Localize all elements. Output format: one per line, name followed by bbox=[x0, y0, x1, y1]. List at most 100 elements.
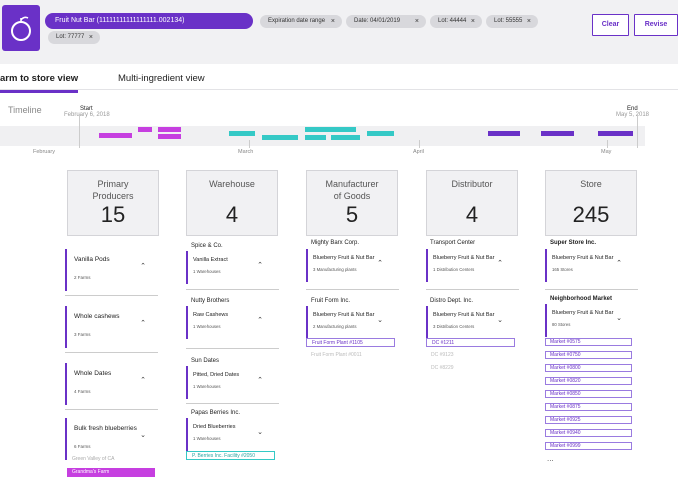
column-count: 245 bbox=[572, 202, 610, 227]
market-item[interactable]: Market #0875 bbox=[545, 403, 632, 411]
dc-item[interactable]: DC #9123 bbox=[431, 352, 454, 358]
column-header-warehouse: Warehouse 4 bbox=[186, 170, 278, 236]
timeline-segment[interactable] bbox=[138, 127, 152, 132]
store-card[interactable]: Blueberry Fruit & Nut Bar 165 Stores ⌃ bbox=[545, 249, 631, 282]
timeline-label: Timeline bbox=[8, 105, 42, 115]
timeline-segment[interactable] bbox=[158, 127, 181, 132]
warehouse-card[interactable]: Raw Cashews 1 Warehouses ⌃ bbox=[186, 306, 272, 339]
warehouse-group: Spice & Co. bbox=[191, 243, 223, 249]
store-card[interactable]: Blueberry Fruit & Nut Bar 80 Stores ⌄ bbox=[545, 304, 631, 337]
farm-item[interactable]: Green Valley of CA bbox=[72, 456, 115, 462]
chevron-down-icon[interactable]: ⌄ bbox=[257, 429, 263, 436]
timeline-start-marker bbox=[79, 114, 80, 148]
timeline-segment[interactable] bbox=[99, 133, 132, 138]
plant-item[interactable]: Fruit Form Plant #1105 bbox=[306, 338, 395, 347]
chevron-up-icon[interactable]: ⌃ bbox=[140, 263, 146, 270]
timeline-segment[interactable] bbox=[541, 131, 574, 136]
timeline-tick bbox=[607, 140, 608, 148]
market-item[interactable]: Market #0750 bbox=[545, 351, 632, 359]
close-icon[interactable]: × bbox=[414, 18, 419, 25]
market-item[interactable]: Market #0999 bbox=[545, 442, 632, 450]
chevron-up-icon[interactable]: ⌃ bbox=[257, 377, 263, 384]
market-item[interactable]: Market #0820 bbox=[545, 377, 632, 385]
store-group: Neighborhood Market bbox=[550, 296, 613, 302]
close-icon[interactable]: × bbox=[526, 18, 531, 25]
warehouse-group: Sun Dates bbox=[191, 358, 220, 364]
chevron-down-icon[interactable]: ⌄ bbox=[140, 432, 146, 439]
column-count: 4 bbox=[225, 202, 239, 227]
revise-button[interactable]: Revise bbox=[634, 14, 678, 36]
warehouse-card[interactable]: Pitted, Dried Dates 1 Warehouses ⌃ bbox=[186, 366, 272, 399]
producer-card-dates[interactable]: Whole Dates 4 Farms ⌃ bbox=[65, 363, 155, 405]
divider bbox=[186, 289, 279, 290]
chevron-down-icon[interactable]: ⌄ bbox=[377, 317, 383, 324]
column-header-store: Store 245 bbox=[545, 170, 637, 236]
filter-chip-date[interactable]: Date: 04/01/2019 × bbox=[346, 15, 426, 28]
tab-farm-to-store[interactable]: arm to store view bbox=[0, 73, 79, 93]
distributor-card[interactable]: Blueberry Fruit & Nut Bar 3 Distribution … bbox=[426, 306, 512, 339]
producer-card-cashews[interactable]: Whole cashews 3 Farms ⌃ bbox=[65, 306, 155, 348]
chevron-up-icon[interactable]: ⌃ bbox=[140, 377, 146, 384]
chevron-up-icon[interactable]: ⌃ bbox=[616, 260, 622, 267]
filter-chip-lot-77777[interactable]: Lot: 77777 × bbox=[48, 31, 100, 44]
timeline-segment[interactable] bbox=[305, 135, 326, 140]
timeline-segment[interactable] bbox=[331, 135, 360, 140]
column-header-manufacturer: Manufacturer of Goods 5 bbox=[306, 170, 398, 236]
filter-chip-lot-55555[interactable]: Lot: 55555 × bbox=[486, 15, 538, 28]
filter-chip-lot-44444[interactable]: Lot: 44444 × bbox=[430, 15, 482, 28]
clear-button[interactable]: Clear bbox=[592, 14, 629, 36]
dc-item[interactable]: DC #8229 bbox=[431, 365, 454, 371]
timeline-tick bbox=[249, 140, 250, 148]
timeline-segment[interactable] bbox=[488, 131, 520, 136]
divider bbox=[186, 403, 279, 404]
month-label: May bbox=[601, 149, 612, 155]
market-item[interactable]: Market #0800 bbox=[545, 364, 632, 372]
store-group: Super Store Inc. bbox=[550, 240, 597, 246]
tab-multi-ingredient[interactable]: Multi-ingredient view bbox=[118, 73, 205, 84]
column-header-producers: Primary Producers 15 bbox=[67, 170, 159, 236]
close-icon[interactable]: × bbox=[330, 18, 335, 25]
timeline-segment[interactable] bbox=[229, 131, 255, 136]
month-label: February bbox=[33, 149, 56, 155]
market-item[interactable]: Market #0850 bbox=[545, 390, 632, 398]
column-header-distributor: Distributor 4 bbox=[426, 170, 518, 236]
divider bbox=[545, 289, 638, 290]
chevron-up-icon[interactable]: ⌃ bbox=[377, 260, 383, 267]
market-item[interactable]: Market #0575 bbox=[545, 338, 632, 346]
chevron-up-icon[interactable]: ⌃ bbox=[257, 317, 263, 324]
chevron-down-icon[interactable]: ⌄ bbox=[497, 317, 503, 324]
close-icon[interactable]: × bbox=[470, 18, 475, 25]
timeline-segment[interactable] bbox=[305, 127, 356, 132]
product-chip[interactable]: Fruit Nut Bar (11111111111111111.002134) bbox=[45, 13, 253, 29]
manufacturer-card[interactable]: Blueberry Fruit & Nut Bar 3 Manufacturing… bbox=[306, 249, 392, 282]
market-item[interactable]: Market #0925 bbox=[545, 416, 632, 424]
timeline-segment[interactable] bbox=[367, 131, 394, 136]
facility-item[interactable]: P. Berries Inc. Facility #2050 bbox=[186, 451, 275, 460]
distributor-card[interactable]: Blueberry Fruit & Nut Bar 1 Distribution … bbox=[426, 249, 512, 282]
warehouse-card[interactable]: Vanilla Extract 1 Warehouses ⌃ bbox=[186, 251, 272, 284]
chevron-up-icon[interactable]: ⌃ bbox=[257, 262, 263, 269]
timeline-tick bbox=[419, 140, 420, 148]
plant-item[interactable]: Fruit Form Plant #0011 bbox=[311, 352, 362, 358]
chevron-up-icon[interactable]: ⌃ bbox=[497, 260, 503, 267]
more-indicator[interactable]: ... bbox=[547, 454, 554, 463]
producer-card-blueberries[interactable]: Bulk fresh blueberries 6 Farms ⌄ bbox=[65, 418, 155, 460]
farm-item-selected[interactable]: Grandma's Farm bbox=[67, 468, 155, 477]
manufacturer-card[interactable]: Blueberry Fruit & Nut Bar 2 Manufacturing… bbox=[306, 306, 392, 339]
timeline-segment[interactable] bbox=[598, 131, 633, 136]
timeline-start: Start February 6, 2018 bbox=[64, 106, 110, 118]
manufacturer-group: Fruit Form Inc. bbox=[311, 298, 351, 304]
dc-item[interactable]: DC #1211 bbox=[426, 338, 515, 347]
divider bbox=[65, 352, 158, 353]
close-icon[interactable]: × bbox=[88, 34, 93, 41]
divider bbox=[306, 289, 399, 290]
chevron-up-icon[interactable]: ⌃ bbox=[140, 320, 146, 327]
timeline-segment[interactable] bbox=[262, 135, 298, 140]
producer-card-vanilla[interactable]: Vanilla Pods 2 Farms ⌃ bbox=[65, 249, 155, 291]
timeline-segment[interactable] bbox=[158, 134, 181, 139]
chevron-down-icon[interactable]: ⌄ bbox=[616, 315, 622, 322]
filter-bar bbox=[0, 0, 678, 64]
warehouse-card[interactable]: Dried Blueberries 1 Warehouses ⌄ bbox=[186, 418, 272, 451]
market-item[interactable]: Market #0940 bbox=[545, 429, 632, 437]
filter-chip-expiration[interactable]: Expiration date range × bbox=[260, 15, 342, 28]
